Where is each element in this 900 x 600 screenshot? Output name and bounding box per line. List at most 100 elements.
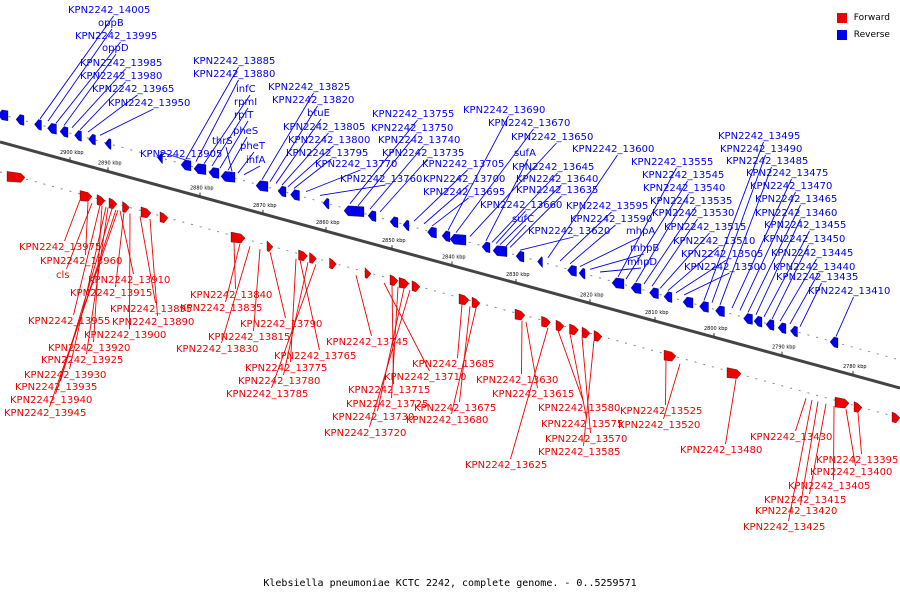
forward-gene-arrow xyxy=(122,201,130,213)
reverse-gene-label: KPN2242_13590 xyxy=(570,214,652,225)
forward-leader-line xyxy=(383,282,430,372)
reverse-gene-label: oppB xyxy=(98,18,124,29)
tick-label: 2880 kbp xyxy=(190,186,214,192)
reverse-gene-label: KPN2242_13690 xyxy=(463,105,545,116)
reverse-gene-arrow xyxy=(790,325,798,338)
forward-gene-label: cls xyxy=(56,270,70,281)
forward-leader-line xyxy=(93,205,103,343)
forward-leader-line xyxy=(290,258,297,363)
reverse-leader-line xyxy=(667,246,719,291)
reverse-gene-label: KPN2242_13705 xyxy=(422,159,504,170)
forward-leader-line xyxy=(253,249,261,332)
reverse-leader-line xyxy=(71,68,126,128)
forward-gene-label: KPN2242_13580 xyxy=(538,403,620,414)
forward-gene-arrow xyxy=(569,323,579,336)
reverse-gene-label: KPN2242_13700 xyxy=(423,174,505,185)
reverse-leader-line xyxy=(763,230,810,318)
forward-leader-line xyxy=(225,243,241,303)
reverse-gene-arrow xyxy=(193,163,207,175)
forward-gene-arrow xyxy=(541,316,551,328)
forward-leader-line xyxy=(788,399,813,522)
forward-gene-label: KPN2242_13615 xyxy=(492,389,574,400)
reverse-gene-label: KPN2242_13545 xyxy=(642,170,724,181)
reverse-leader-line xyxy=(379,158,428,213)
reverse-gene-arrow xyxy=(402,219,410,232)
reverse-gene-label: KPN2242_13540 xyxy=(643,183,725,194)
reverse-leader-line xyxy=(319,184,386,196)
reverse-gene-label: KPN2242_13515 xyxy=(664,222,746,233)
forward-gene-label: KPN2242_13730 xyxy=(332,412,414,423)
reverse-gene-label: KPN2242_13500 xyxy=(684,262,766,273)
forward-gene-label: KPN2242_13930 xyxy=(24,370,106,381)
reverse-leader-line xyxy=(771,244,809,320)
reverse-gene-label: KPN2242_13980 xyxy=(80,71,162,82)
forward-gene-arrow xyxy=(471,296,481,309)
forward-leader-line xyxy=(795,398,807,432)
reverse-leader-line xyxy=(711,154,766,303)
forward-gene-label: KPN2242_13420 xyxy=(755,506,837,517)
forward-gene-label: KPN2242_13815 xyxy=(208,332,290,343)
reverse-gene-arrow xyxy=(0,109,9,121)
reverse-gene-arrow xyxy=(15,114,25,126)
forward-gene-arrow xyxy=(230,231,246,244)
forward-gene-label: KPN2242_13525 xyxy=(620,406,702,417)
forward-gene-label: KPN2242_13925 xyxy=(41,355,123,366)
forward-gene-label: KPN2242_13405 xyxy=(788,481,870,492)
forward-gene-label: KPN2242_13765 xyxy=(274,351,356,362)
reverse-swatch xyxy=(836,29,847,40)
reverse-leader-line xyxy=(281,132,329,186)
reverse-leader-line xyxy=(683,272,730,296)
axis-layer xyxy=(0,113,900,419)
forward-gene-label: KPN2242_13975 xyxy=(19,242,101,253)
forward-leader-line xyxy=(725,379,737,445)
forward-leader-line xyxy=(569,333,587,419)
reverse-gene-label: KPN2242_13965 xyxy=(92,84,174,95)
reverse-gene-label: KPN2242_13535 xyxy=(650,196,732,207)
reverse-gene-label: KPN2242_13800 xyxy=(288,135,370,146)
forward-gene-arrow xyxy=(555,319,565,332)
forward-leader-line xyxy=(64,199,81,242)
reverse-gene-arrow xyxy=(88,133,96,146)
legend: Forward Reverse xyxy=(836,9,890,43)
forward-gene-label: KPN2242_13715 xyxy=(348,385,430,396)
forward-gene-label: KPN2242_13725 xyxy=(346,399,428,410)
reverse-leader-line xyxy=(491,172,558,243)
reverse-gene-label: KPN2242_13760 xyxy=(340,174,422,185)
reverse-leader-line xyxy=(237,151,255,174)
forward-gene-arrow xyxy=(364,267,372,279)
reverse-gene-arrow xyxy=(441,230,451,243)
forward-leader-line xyxy=(521,320,523,375)
forward-gene-arrow xyxy=(581,326,591,339)
tick-label: 2820 kbp xyxy=(580,292,604,298)
reverse-gene-arrow xyxy=(427,226,437,239)
forward-gene-label: KPN2242_13945 xyxy=(4,408,86,419)
genome-caption: Klebsiella pneumoniae KCTC 2242, complet… xyxy=(263,578,637,589)
forward-gene-label: KPN2242_13785 xyxy=(226,389,308,400)
forward-gene-label: KPN2242_13775 xyxy=(245,363,327,374)
reverse-gene-label: KPN2242_13470 xyxy=(750,181,832,192)
reverse-gene-label: KPN2242_13410 xyxy=(808,286,890,297)
forward-leader-line xyxy=(845,409,856,467)
reverse-gene-label: KPN2242_13650 xyxy=(511,132,593,143)
reverse-gene-label: KPN2242_13755 xyxy=(372,109,454,120)
reverse-gene-label: KPN2242_13435 xyxy=(776,272,858,283)
reverse-gene-label: KPN2242_13635 xyxy=(516,185,598,196)
reverse-gene-arrow xyxy=(492,245,508,257)
reverse-gene-arrow xyxy=(343,205,365,217)
reverse-gene-arrow xyxy=(180,159,192,172)
forward-gene-arrow xyxy=(6,171,26,183)
reverse-gene-arrow xyxy=(663,291,673,303)
reverse-gene-label: KPN2242_13450 xyxy=(763,234,845,245)
forward-gene-label: KPN2242_13935 xyxy=(15,382,97,393)
forward-gene-label: KPN2242_13915 xyxy=(70,288,152,299)
reverse-leader-line xyxy=(779,258,817,322)
forward-gene-label: KPN2242_13920 xyxy=(48,343,130,354)
reverse-gene-label: KPN2242_13670 xyxy=(488,118,570,129)
reverse-gene-label: KPN2242_13465 xyxy=(755,194,837,205)
reverse-leader-line xyxy=(643,206,696,285)
forward-leader-line xyxy=(800,401,819,506)
forward-leader-line xyxy=(129,213,131,330)
forward-gene-arrow xyxy=(96,194,106,206)
leader-layer xyxy=(39,15,862,522)
